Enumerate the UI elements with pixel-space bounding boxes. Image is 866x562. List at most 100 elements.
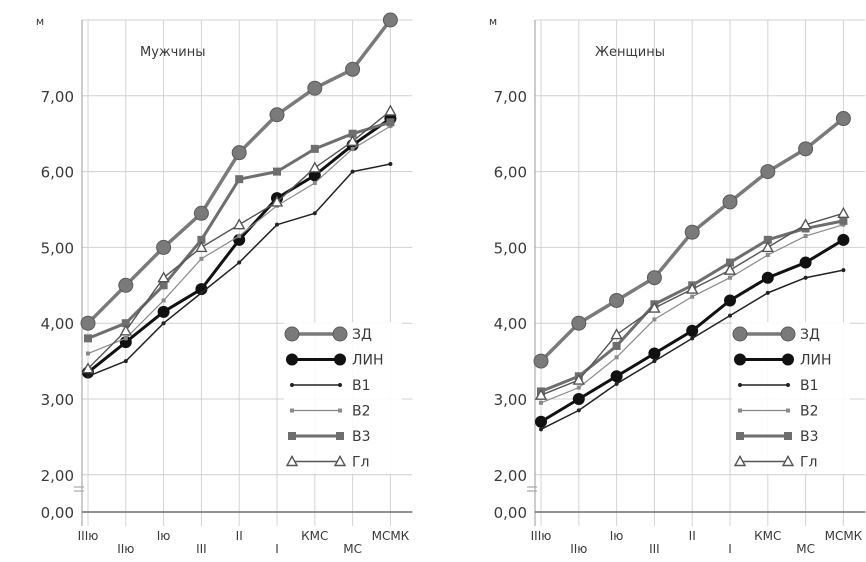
data-point [307,80,323,96]
data-point [81,362,95,374]
legend-marker [781,455,795,467]
y-unit-label: м [489,15,497,28]
data-point [86,374,90,379]
data-point [652,317,657,322]
x-tick-label: КМС [754,529,781,543]
x-tick-label: Iю [610,529,624,543]
data-point [690,336,695,341]
data-point [237,234,242,239]
legend-label: B1 [352,378,371,394]
legend-marker [732,326,748,342]
x-tick-label: IIю [570,542,587,556]
data-point [159,281,168,290]
data-point [760,164,776,180]
data-point [724,294,736,307]
data-point [686,324,699,337]
legend: ЗД ЛИН B1 B2 B3 Гл [732,322,850,474]
legend-marker [332,326,348,342]
legend-marker [286,353,298,366]
data-point [839,216,848,225]
data-point [648,347,661,360]
legend-marker [284,326,300,342]
legend-marker [782,353,794,366]
data-point [610,328,623,340]
data-point [765,252,770,257]
data-point [350,169,355,174]
data-point [273,167,281,176]
data-point [161,321,166,326]
legend-marker [733,455,747,467]
legend-marker [338,408,342,413]
data-point [119,324,132,336]
legend-label: Гл [352,455,370,471]
y-tick-label: 5,00 [494,239,527,257]
x-tick-label: IIIю [78,529,99,543]
data-point [269,107,285,123]
data-point [652,359,657,364]
data-point [722,194,738,210]
legend-label: B1 [800,378,819,394]
data-point [728,313,732,318]
x-tick-label: II [689,529,696,543]
data-point [348,129,357,138]
legend-marker [738,408,742,413]
data-point [233,218,246,230]
legend-marker [288,432,296,440]
data-point [237,260,242,265]
data-point [803,275,808,280]
data-point [763,235,772,244]
data-point [123,359,128,364]
data-point [86,351,90,356]
data-point [610,370,623,383]
data-point [312,180,317,185]
x-tick-label: Iю [157,529,171,543]
y-tick-label-zero: 0,00 [494,504,527,522]
legend-background [284,322,402,474]
data-point [161,298,166,303]
x-tick-label: IIIю [531,529,552,543]
data-point [539,427,543,432]
data-point [728,275,732,280]
data-point [534,388,548,400]
y-unit-label: м [36,15,44,28]
data-point [345,61,361,77]
x-tick-label: МС [343,542,362,556]
data-point [310,144,319,153]
data-point [837,233,850,246]
legend-marker [780,326,796,342]
data-point [533,353,549,369]
data-point [684,224,700,240]
x-tick-label: I [275,542,279,556]
legend-marker [338,383,342,387]
y-tick-label: 7,00 [41,88,74,106]
data-point [121,319,130,328]
data-point [837,206,850,218]
data-point [614,381,619,386]
legend-marker [734,353,746,366]
legend-marker [333,455,347,467]
data-point [157,305,170,318]
data-point [835,111,851,127]
data-point [308,161,321,173]
y-tick-label: 6,00 [494,164,527,182]
data-point [761,240,774,253]
legend-marker [290,408,294,413]
data-point [576,408,581,413]
x-tick-label: МСМК [372,529,410,543]
chart-panel-1: 2,003,004,005,006,007,000,00мМужчиныIIIю… [36,12,413,556]
data-point [386,118,395,127]
data-point [195,240,208,253]
y-tick-label: 3,00 [41,391,74,409]
data-point [646,270,662,286]
data-point [275,222,279,227]
x-tick-label: КМС [301,529,328,543]
data-point [195,283,208,296]
data-point [199,256,204,261]
legend-marker [336,432,344,440]
data-point [726,258,734,267]
data-point [123,336,128,341]
data-point [799,256,812,269]
legend-label: B3 [352,429,371,445]
data-point [690,294,695,299]
data-point [80,315,96,331]
